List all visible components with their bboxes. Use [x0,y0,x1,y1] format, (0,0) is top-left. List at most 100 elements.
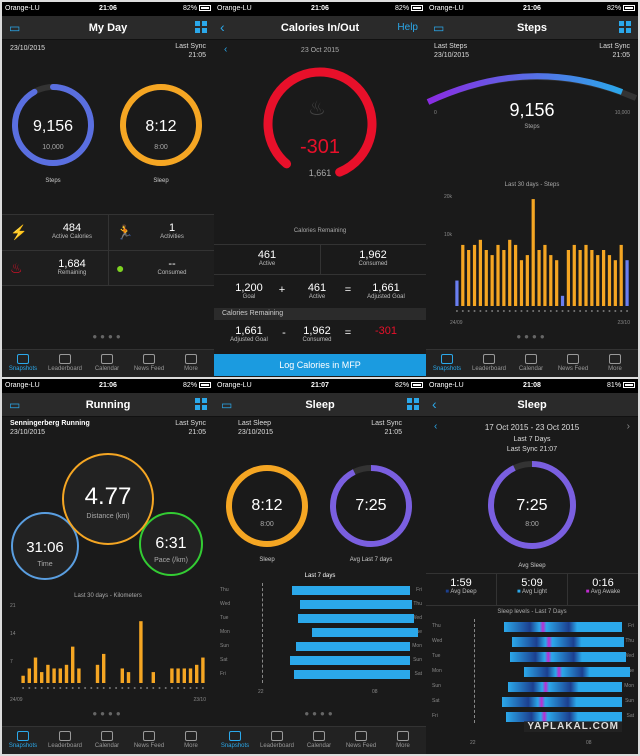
day-dot [201,687,204,689]
page-dots[interactable]: ●●●● [92,332,124,341]
day-dot [579,310,582,312]
page-dots[interactable]: ●●●● [304,709,336,718]
grid-icon[interactable] [195,398,207,410]
clock: 21:06 [311,5,329,12]
goal-label: Goal [242,294,256,300]
grid-icon[interactable] [407,398,419,410]
back-chevron-icon[interactable]: ‹ [220,19,225,35]
tab-snapshots[interactable]: Snapshots [214,731,256,749]
day-dot [532,310,535,312]
status-bar: Orange-LU 21:08 81% [426,379,638,393]
snapshots-icon [17,731,29,741]
day-label: Sat [626,713,634,719]
time-value: 31:06 [26,539,64,556]
steps-ring[interactable] [10,82,96,168]
tab-more[interactable]: More [170,354,212,372]
sync-label: Last Sync [371,420,402,427]
tab-leaderboard[interactable]: Leaderboard [44,731,86,749]
tab-leaderboard[interactable]: Leaderboard [468,354,510,372]
inbox-icon[interactable]: ▭ [433,21,445,35]
snapshots-icon [229,731,241,741]
log-calories-mfp-button[interactable]: Log Calories in MFP [214,354,426,376]
carrier: Orange-LU [429,382,464,389]
adjusted-goal-label: Adjusted Goal [367,294,405,300]
sleep-bar [290,656,410,665]
inbox-icon[interactable]: ▭ [9,398,21,412]
tab-news-feed[interactable]: News Feed [552,354,594,372]
next-week-icon[interactable]: › [626,421,630,432]
tab-news-feed[interactable]: News Feed [128,354,170,372]
carrier: Orange-LU [429,5,464,12]
day-dot [555,310,558,312]
chart-bar [549,255,553,306]
tab-leaderboard[interactable]: Leaderboard [44,354,86,372]
sleep-value: 8:12 [251,497,283,514]
laurel-icon [59,731,71,741]
back-chevron-icon[interactable]: ‹ [432,396,437,412]
day-label: Thu [625,638,634,644]
chart-bar [560,295,565,306]
day-dot [520,310,523,312]
grid-icon[interactable] [195,21,207,33]
chart-bar [472,244,477,306]
prev-week-icon[interactable]: ‹ [434,421,438,432]
x-tick-08: 08 [586,740,592,746]
sleep-ring[interactable] [224,463,310,549]
sleep-ring[interactable] [118,82,204,168]
chart-bar [461,244,465,306]
battery-icon [623,382,635,389]
tab-news-feed[interactable]: News Feed [340,731,382,749]
tab-calendar[interactable]: Calendar [298,731,340,749]
tab-more[interactable]: More [382,731,424,749]
tab-calendar[interactable]: Calendar [86,354,128,372]
active2-value: 461 [307,282,327,294]
page-dots[interactable]: ●●●● [92,709,124,718]
tab-calendar[interactable]: Calendar [510,354,552,372]
inbox-icon[interactable]: ▭ [9,21,21,35]
calendar-icon [101,354,113,364]
activity-name: Senningerberg Running [10,420,90,427]
avg-sleep-label: Avg Sleep [518,563,546,569]
tab-news-feed[interactable]: News Feed [128,731,170,749]
page-dots[interactable]: ●●●● [516,332,548,341]
battery-icon [623,5,635,12]
day-dot [22,687,25,689]
tab-snapshots[interactable]: Snapshots [2,354,44,372]
day-dot [108,687,111,689]
battery-icon [411,382,423,389]
tab-calendar[interactable]: Calendar [86,731,128,749]
tab-snapshots[interactable]: Snapshots [2,731,44,749]
flame-icon: ♨ [308,98,326,120]
y-tick-14: 14 [10,631,16,637]
chart-bar [537,250,541,306]
day-label: Thu [432,623,441,629]
watermark: YAPLAKAL.COM [524,721,622,732]
day-label: Tue [220,615,229,621]
active2-label: Active [308,294,326,300]
tab-more[interactable]: More [170,731,212,749]
chart-bar [64,664,69,683]
tab-snapshots[interactable]: Snapshots [426,354,468,372]
newspaper-icon [143,354,155,364]
tab-more[interactable]: More [594,354,636,372]
day-label: Wed [623,653,634,659]
chart-bar [484,250,488,306]
page-title: Steps [517,22,547,34]
day-dot [608,310,611,312]
status-bar: Orange-LU 21:06 82% [426,2,638,16]
x-start: 24/09 [10,697,23,703]
chart-bar [182,668,187,683]
day-dot [164,687,167,689]
sleep-value: 8:12 [145,118,177,135]
prev-day-icon[interactable]: ‹ [224,44,228,55]
newspaper-icon [355,731,367,741]
x-tick-22: 22 [470,740,476,746]
grid-icon[interactable] [619,21,631,33]
avg-sleep-ring[interactable] [328,463,414,549]
avg-sleep-value: 7:25 [355,497,387,514]
tab-leaderboard[interactable]: Leaderboard [256,731,298,749]
day-label: Sun [220,643,229,649]
inbox-icon[interactable]: ▭ [221,398,233,412]
range-label: Last 7 Days [513,436,551,443]
help-link[interactable]: Help [397,22,418,33]
